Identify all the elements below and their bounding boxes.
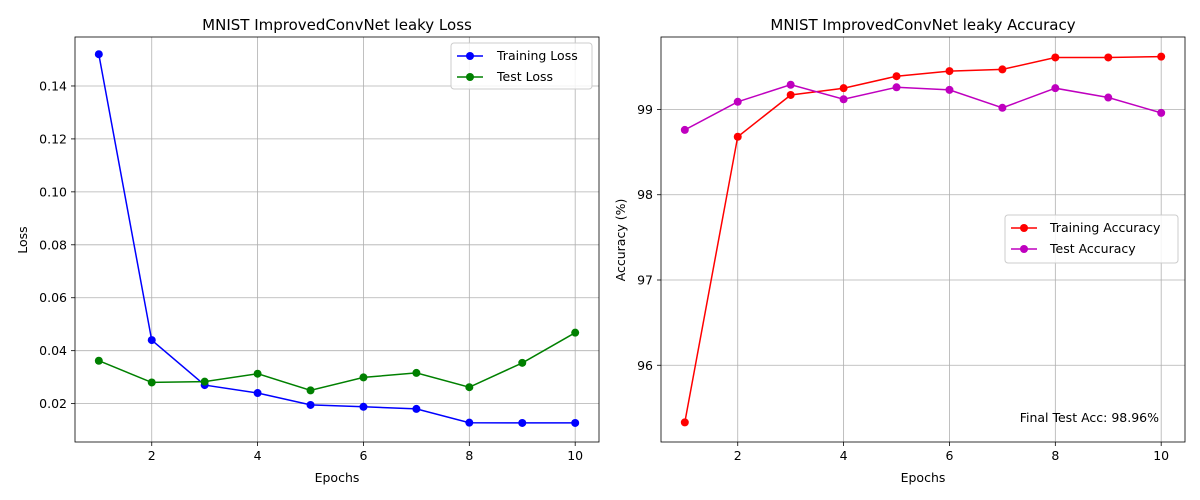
loss-y-tick-label: 0.06 bbox=[39, 290, 67, 305]
data-point-training-accuracy bbox=[892, 72, 901, 81]
series-line-training-accuracy bbox=[684, 55, 1162, 423]
data-point-test-loss bbox=[200, 377, 209, 386]
loss-y-tick-label: 0.08 bbox=[39, 237, 67, 252]
accuracy-y-axis-label: Accuracy (%) bbox=[613, 199, 628, 282]
loss-x-tick-label: 8 bbox=[465, 448, 473, 463]
loss-legend: Training Loss Test Loss bbox=[450, 42, 593, 90]
loss-y-tick-label: 0.14 bbox=[39, 78, 67, 93]
data-point-test-loss bbox=[412, 368, 421, 377]
loss-y-tick-label: 0.04 bbox=[39, 343, 67, 358]
legend-marker-training-accuracy bbox=[1020, 224, 1028, 232]
legend-label-test-accuracy: Test Accuracy bbox=[1049, 241, 1136, 256]
series-line-test-loss bbox=[98, 332, 576, 392]
loss-x-tick-label: 4 bbox=[254, 448, 262, 463]
accuracy-x-tick-label: 2 bbox=[734, 448, 742, 463]
data-point-training-accuracy bbox=[680, 418, 689, 427]
accuracy-x-tick-label: 4 bbox=[840, 448, 848, 463]
loss-y-tick-label: 0.12 bbox=[39, 131, 67, 146]
data-point-training-loss bbox=[94, 50, 103, 59]
accuracy-legend: Training Accuracy Test Accuracy bbox=[1004, 214, 1179, 264]
data-point-training-accuracy bbox=[945, 67, 954, 76]
data-point-test-loss bbox=[253, 369, 262, 378]
legend-marker-test-loss bbox=[466, 73, 474, 81]
data-point-training-accuracy bbox=[1157, 52, 1166, 61]
loss-x-tick-label: 6 bbox=[359, 448, 367, 463]
accuracy-x-tick-label: 6 bbox=[945, 448, 953, 463]
accuracy-plot-frame bbox=[660, 36, 1186, 443]
accuracy-y-tick-label: 99 bbox=[637, 102, 653, 117]
data-point-test-loss bbox=[147, 378, 156, 387]
data-point-test-accuracy bbox=[786, 80, 795, 89]
data-point-test-accuracy bbox=[945, 85, 954, 94]
legend-label-training-loss: Training Loss bbox=[496, 48, 578, 63]
accuracy-y-tick-label: 98 bbox=[637, 187, 653, 202]
accuracy-chart-title: MNIST ImprovedConvNet leaky Accuracy bbox=[770, 16, 1075, 34]
loss-y-tick-label: 0.02 bbox=[39, 396, 67, 411]
data-point-training-loss bbox=[465, 418, 474, 427]
series-line-test-accuracy bbox=[684, 83, 1162, 131]
data-point-training-loss bbox=[412, 404, 421, 413]
final-test-accuracy-annotation: Final Test Acc: 98.96% bbox=[1020, 410, 1159, 425]
data-point-training-accuracy bbox=[1104, 53, 1113, 62]
data-point-test-accuracy bbox=[733, 97, 742, 106]
data-point-test-accuracy bbox=[998, 103, 1007, 112]
data-point-training-loss bbox=[147, 336, 156, 345]
loss-chart: MNIST ImprovedConvNet leaky Loss 2 4 6 8 10 0… bbox=[15, 16, 600, 485]
legend-label-training-accuracy: Training Accuracy bbox=[1049, 220, 1161, 235]
accuracy-y-tick-label: 96 bbox=[637, 358, 653, 373]
loss-chart-title: MNIST ImprovedConvNet leaky Loss bbox=[202, 16, 472, 34]
data-point-training-loss bbox=[518, 418, 527, 427]
loss-x-axis-label: Epochs bbox=[315, 470, 360, 485]
data-point-training-accuracy bbox=[998, 65, 1007, 74]
data-point-test-loss bbox=[94, 356, 103, 365]
data-point-training-loss bbox=[253, 389, 262, 398]
data-point-training-accuracy bbox=[839, 84, 848, 93]
accuracy-y-tick-label: 97 bbox=[637, 273, 653, 288]
data-point-test-loss bbox=[465, 383, 474, 392]
data-point-test-accuracy bbox=[1051, 84, 1060, 93]
data-point-training-accuracy bbox=[786, 90, 795, 99]
accuracy-chart: MNIST ImprovedConvNet leaky Accuracy 2 4 6… bbox=[613, 16, 1186, 485]
legend-marker-test-accuracy bbox=[1020, 245, 1028, 253]
data-point-training-accuracy bbox=[1051, 53, 1060, 62]
data-point-training-accuracy bbox=[733, 132, 742, 141]
series-line-training-loss bbox=[98, 54, 576, 424]
data-point-test-accuracy bbox=[680, 125, 689, 134]
data-point-training-loss bbox=[359, 402, 368, 411]
accuracy-x-axis-label: Epochs bbox=[901, 470, 946, 485]
accuracy-x-tick-label: 10 bbox=[1153, 448, 1169, 463]
data-point-test-accuracy bbox=[1157, 108, 1166, 117]
legend-marker-training-loss bbox=[466, 52, 474, 60]
loss-y-tick-label: 0.10 bbox=[39, 184, 67, 199]
data-point-test-loss bbox=[518, 358, 527, 367]
accuracy-x-tick-label: 8 bbox=[1051, 448, 1059, 463]
legend-label-test-loss: Test Loss bbox=[496, 69, 553, 84]
data-point-test-accuracy bbox=[839, 95, 848, 104]
data-point-test-loss bbox=[359, 373, 368, 382]
data-point-test-loss bbox=[306, 386, 315, 395]
data-point-test-accuracy bbox=[892, 83, 901, 92]
loss-x-tick-label: 2 bbox=[148, 448, 156, 463]
data-point-test-accuracy bbox=[1104, 93, 1113, 102]
data-point-test-loss bbox=[571, 328, 580, 337]
loss-y-axis-label: Loss bbox=[15, 226, 30, 253]
loss-x-tick-label: 10 bbox=[567, 448, 583, 463]
loss-plot-frame bbox=[74, 36, 600, 443]
data-point-training-loss bbox=[306, 400, 315, 409]
data-point-training-loss bbox=[571, 418, 580, 427]
